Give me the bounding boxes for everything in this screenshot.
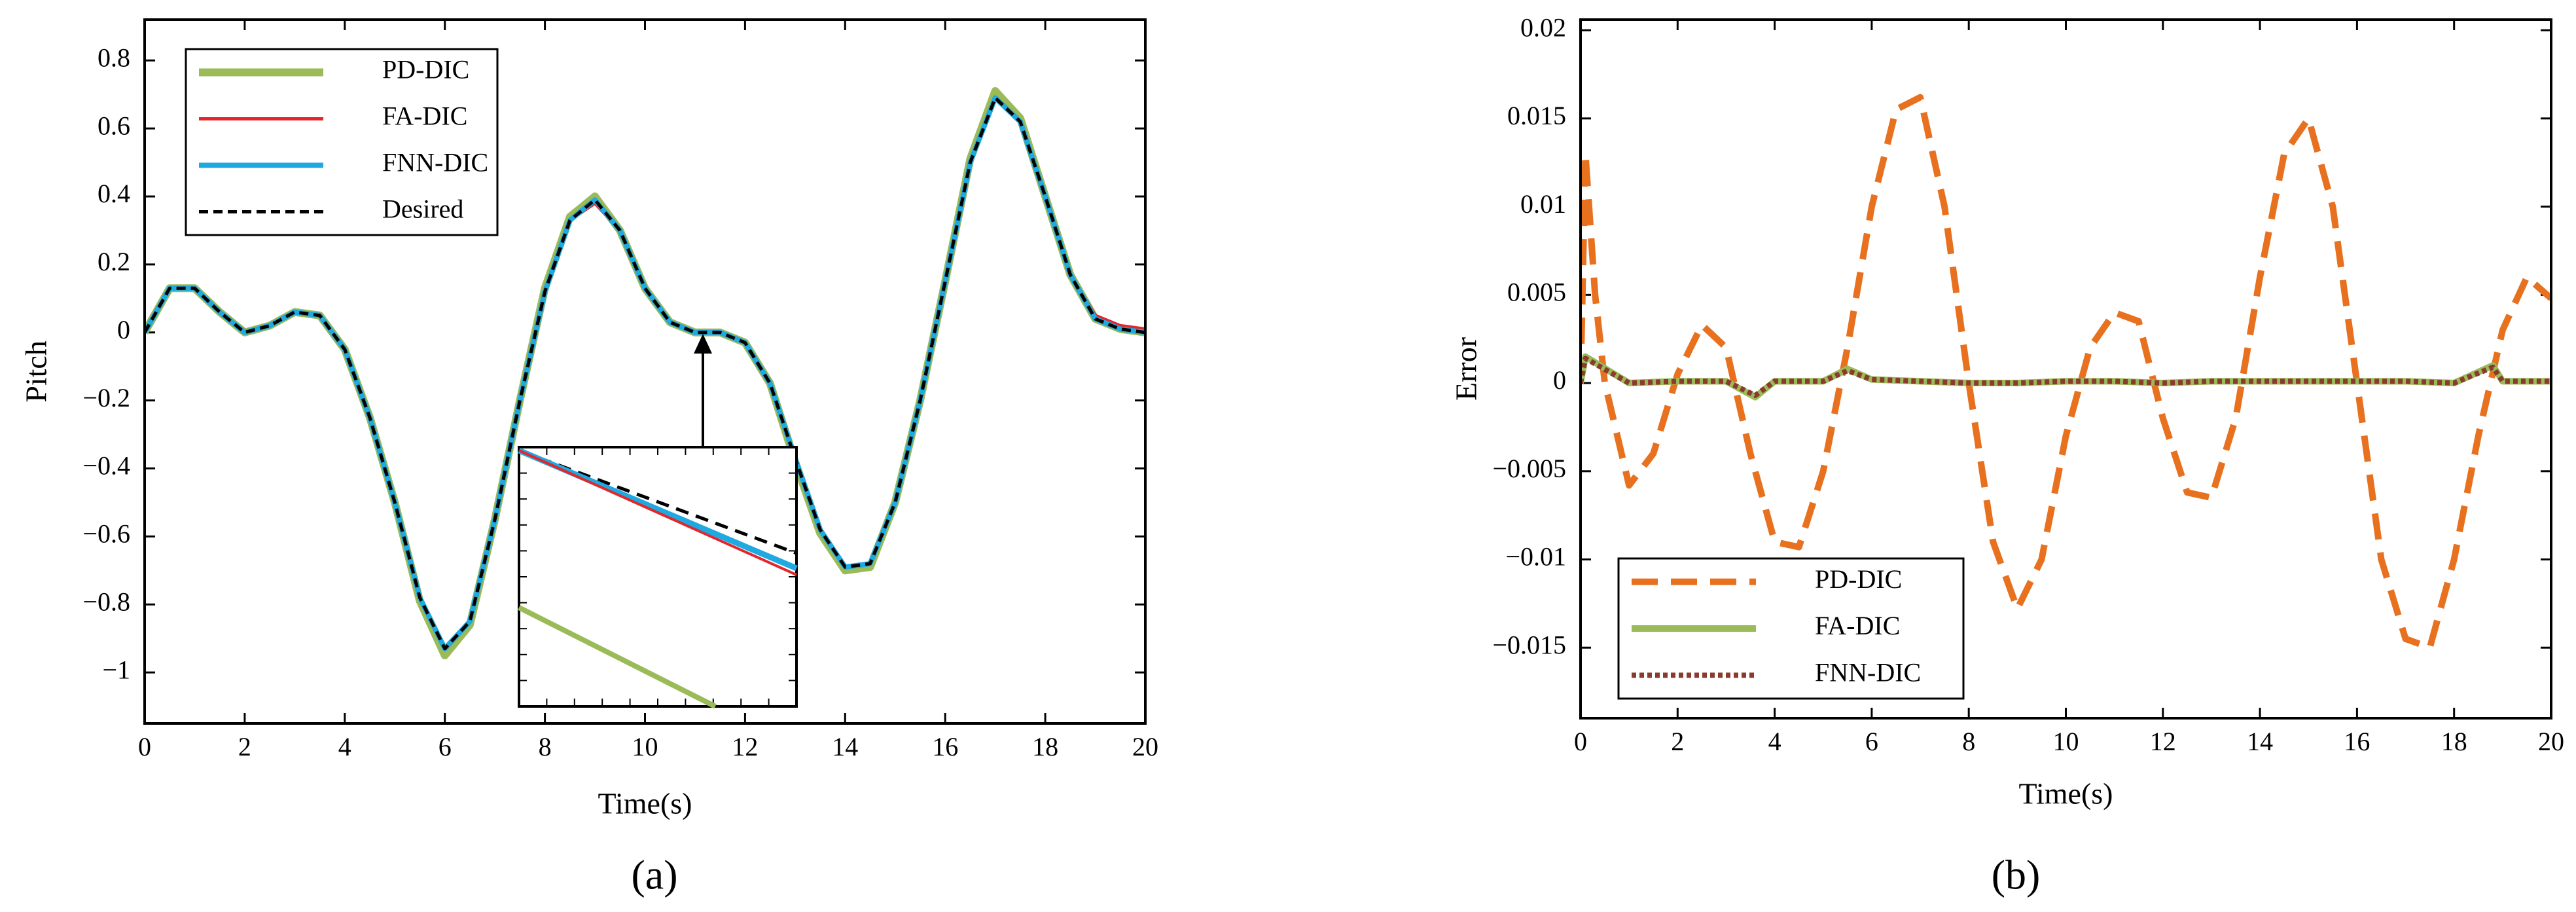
y-tick-label: 0.4: [98, 179, 130, 208]
y-axis-label: Error: [1450, 337, 1483, 401]
x-tick-label: 18: [1032, 732, 1058, 761]
legend-box: [185, 48, 499, 236]
x-tick-label: 2: [238, 732, 251, 761]
x-tick-label: 20: [2538, 727, 2564, 756]
y-tick-label: −0.01: [1505, 542, 1566, 572]
x-tick-label: 12: [732, 732, 758, 761]
y-tick-label: 0: [117, 315, 130, 344]
y-tick-label: −0.015: [1492, 630, 1566, 659]
plot-frame: [143, 18, 1147, 725]
x-tick-label: 16: [932, 732, 958, 761]
series-line: [1581, 94, 2551, 651]
x-tick-label: 4: [338, 732, 351, 761]
legend-label: FNN-DIC: [1815, 658, 1921, 687]
x-tick-label: 8: [539, 732, 552, 761]
x-tick-label: 6: [1865, 727, 1878, 756]
x-tick-label: 14: [832, 732, 858, 761]
y-tick-label: −0.4: [82, 451, 130, 481]
x-tick-label: 20: [1132, 732, 1158, 761]
x-tick-label: 6: [438, 732, 452, 761]
y-tick-label: −0.6: [82, 519, 130, 549]
y-tick-label: −0.005: [1492, 454, 1566, 483]
x-tick-label: 10: [632, 732, 658, 761]
x-tick-label: 8: [1962, 727, 1975, 756]
x-tick-label: 14: [2247, 727, 2273, 756]
y-tick-label: 0.2: [98, 247, 130, 276]
y-tick-label: −1: [102, 655, 130, 684]
inset: [518, 334, 798, 709]
plot-frame: [1579, 18, 2552, 720]
y-tick-label: 0.015: [1507, 101, 1566, 130]
y-tick-label: 0.8: [98, 43, 130, 72]
y-tick-label: −0.2: [82, 383, 130, 412]
series-line: [1581, 356, 2551, 398]
x-tick-label: 0: [1574, 727, 1587, 756]
y-tick-label: 0.005: [1507, 278, 1566, 307]
legend-label: FA-DIC: [1815, 611, 1900, 640]
caption: (b): [1992, 852, 2041, 898]
legend-label: PD-DIC: [382, 55, 469, 84]
y-tick-label: 0.01: [1520, 189, 1566, 219]
x-tick-label: 4: [1768, 727, 1781, 756]
series-line: [1581, 353, 2551, 401]
x-tick-label: 0: [138, 732, 151, 761]
legend-label: PD-DIC: [1815, 564, 1902, 594]
x-tick-label: 18: [2441, 727, 2467, 756]
x-tick-label: 12: [2150, 727, 2176, 756]
y-tick-label: 0.6: [98, 111, 130, 140]
legend-label: Desired: [382, 194, 463, 224]
x-tick-label: 16: [2344, 727, 2370, 756]
x-tick-label: 10: [2053, 727, 2079, 756]
inset-line: [518, 449, 797, 576]
x-axis-label: Time(s): [2019, 777, 2113, 811]
y-axis-label: Pitch: [20, 340, 53, 403]
inset-box: [518, 446, 798, 708]
legend-label: FNN-DIC: [382, 148, 488, 177]
inset-line: [518, 605, 717, 709]
y-tick-label: 0.02: [1520, 12, 1566, 42]
y-tick-label: 0: [1553, 365, 1566, 395]
y-tick-label: −0.8: [82, 587, 130, 616]
arrow-head: [694, 334, 712, 354]
x-axis-label: Time(s): [598, 787, 692, 820]
caption: (a): [631, 852, 677, 898]
series-line: [145, 95, 1145, 651]
x-tick-label: 2: [1671, 727, 1684, 756]
legend-label: FA-DIC: [382, 101, 467, 131]
